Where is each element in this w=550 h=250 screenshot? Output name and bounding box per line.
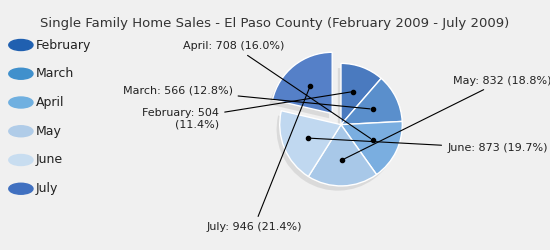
Wedge shape: [338, 68, 378, 129]
Wedge shape: [341, 63, 381, 125]
Wedge shape: [272, 52, 332, 114]
Text: February: February: [36, 38, 91, 52]
Wedge shape: [305, 129, 373, 191]
Wedge shape: [341, 122, 402, 174]
Text: April: 708 (16.0%): April: 708 (16.0%): [183, 41, 371, 138]
Text: May: May: [36, 125, 62, 138]
Text: June: 873 (19.7%): June: 873 (19.7%): [311, 138, 548, 153]
Text: June: June: [36, 154, 63, 166]
Text: April: April: [36, 96, 64, 109]
Wedge shape: [338, 126, 399, 179]
Text: May: 832 (18.8%): May: 832 (18.8%): [344, 76, 550, 159]
Wedge shape: [341, 78, 402, 125]
Text: March: 566 (12.8%): March: 566 (12.8%): [123, 85, 370, 109]
Text: February: 504
(11.4%): February: 504 (11.4%): [142, 92, 351, 130]
Wedge shape: [309, 125, 377, 186]
Wedge shape: [277, 116, 338, 181]
Text: March: March: [36, 67, 74, 80]
Text: Single Family Home Sales - El Paso County (February 2009 - July 2009): Single Family Home Sales - El Paso Count…: [40, 18, 510, 30]
Text: July: July: [36, 182, 58, 195]
Wedge shape: [270, 57, 329, 118]
Text: July: 946 (21.4%): July: 946 (21.4%): [206, 88, 309, 232]
Wedge shape: [338, 83, 399, 129]
Wedge shape: [280, 111, 341, 176]
